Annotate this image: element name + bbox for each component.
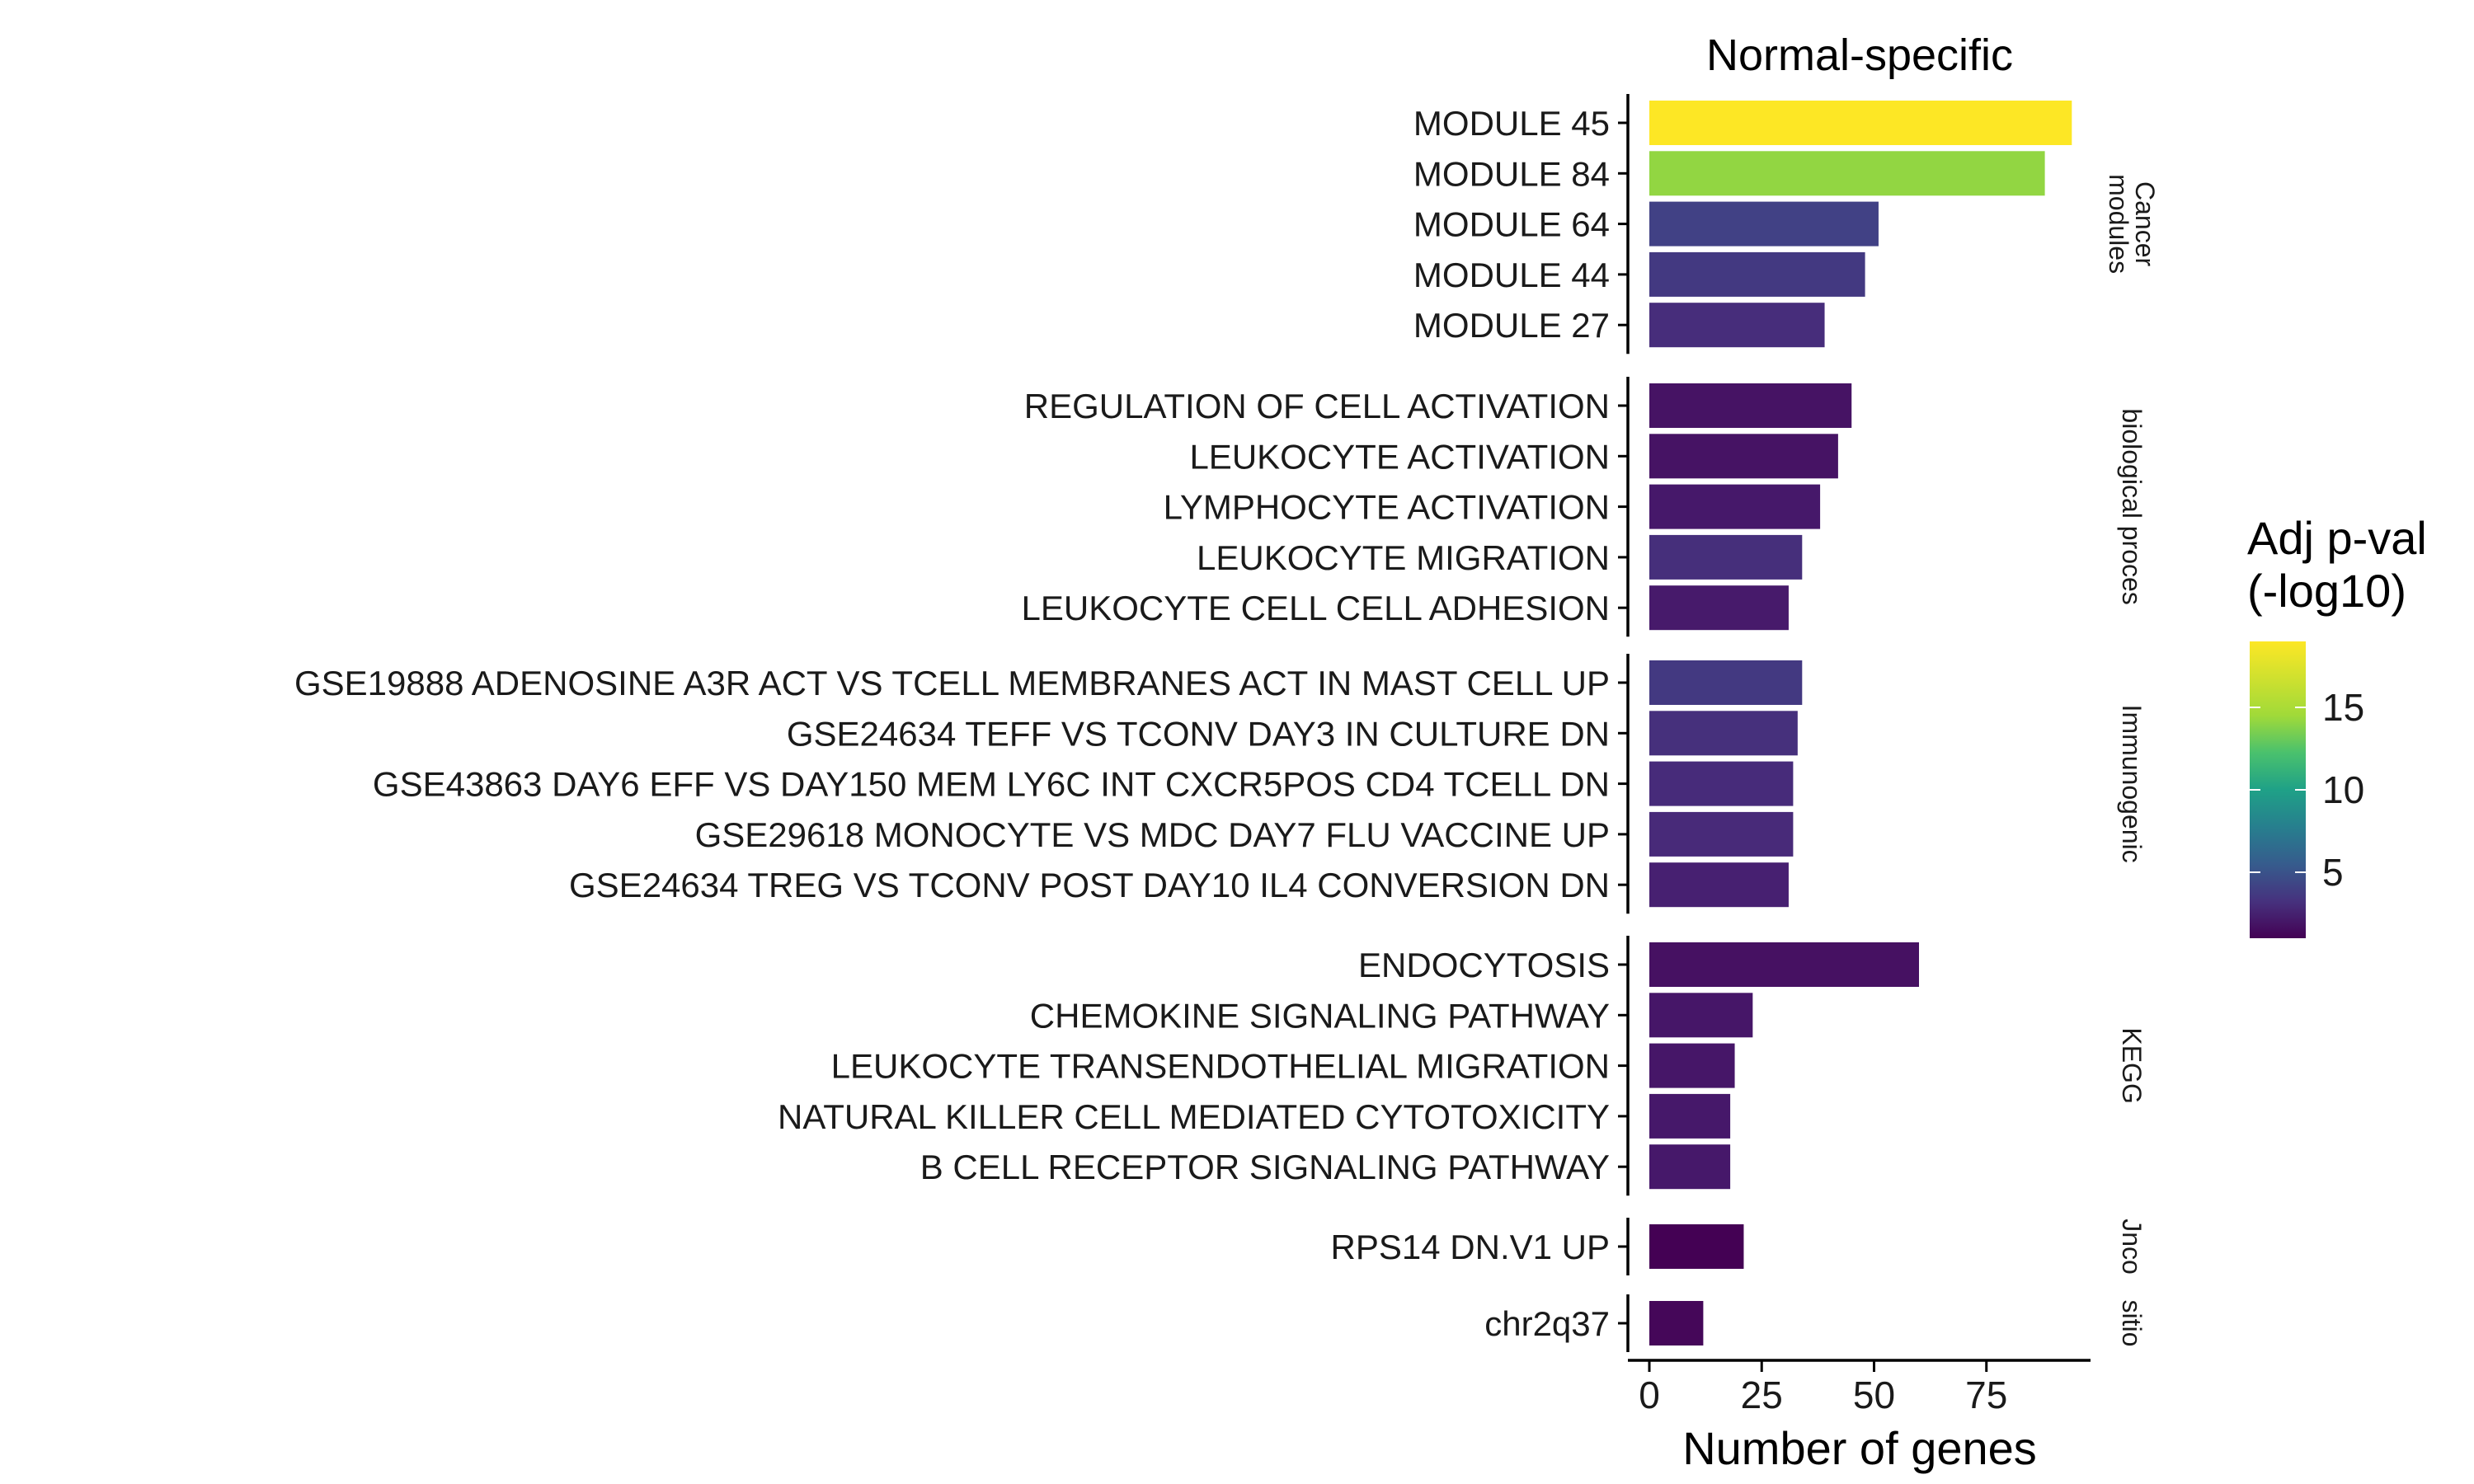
bar	[1649, 101, 2072, 145]
x-tick-label: 50	[1853, 1374, 1895, 1416]
x-axis-title: Number of genes	[1682, 1422, 2037, 1474]
facet-strip-label: KEGG	[2117, 1027, 2147, 1103]
y-tick-label: GSE43863 DAY6 EFF VS DAY150 MEM LY6C INT…	[373, 765, 1610, 804]
x-tick-label: 75	[1965, 1374, 2007, 1416]
colorbar-tick-label: 5	[2322, 851, 2344, 894]
bar	[1649, 761, 1794, 806]
bar	[1649, 383, 1852, 428]
y-tick-label: chr2q37	[1484, 1304, 1610, 1343]
bar	[1649, 1093, 1731, 1139]
y-tick-label: LEUKOCYTE CELL CELL ADHESION	[1022, 589, 1610, 627]
y-tick-label: CHEMOKINE SIGNALING PATHWAY	[1030, 996, 1610, 1035]
bar	[1649, 993, 1753, 1038]
bar	[1649, 201, 1879, 247]
y-tick-label: LEUKOCYTE ACTIVATION	[1189, 437, 1610, 476]
y-tick-label: MODULE 45	[1413, 104, 1610, 143]
facet-strip-label: biological proces	[2117, 408, 2147, 604]
facet-strip-label: sitio	[2117, 1300, 2147, 1347]
y-tick-label: REGULATION OF CELL ACTIVATION	[1024, 387, 1610, 425]
y-tick-label: MODULE 27	[1413, 306, 1610, 345]
bar	[1649, 811, 1794, 857]
panel-title: Normal-specific	[1706, 31, 2013, 80]
legend-title: Adj p-val (-log10)	[2247, 512, 2427, 617]
y-tick-label: MODULE 84	[1413, 154, 1610, 193]
y-tick-label: RPS14 DN.V1 UP	[1331, 1228, 1610, 1266]
bar	[1649, 1224, 1744, 1269]
bar	[1649, 585, 1789, 631]
bar	[1649, 484, 1821, 529]
bar	[1649, 151, 2045, 196]
colorbar-tick-label: 10	[2322, 768, 2364, 811]
y-tick-label: GSE24634 TEFF VS TCONV DAY3 IN CULTURE D…	[787, 714, 1610, 753]
y-tick-label: LYMPHOCYTE ACTIVATION	[1164, 488, 1610, 527]
y-tick-label: GSE29618 MONOCYTE VS MDC DAY7 FLU VACCIN…	[695, 815, 1610, 854]
facet-strip-label: Cancermodules	[2104, 174, 2160, 274]
bar	[1649, 711, 1798, 756]
y-tick-label: LEUKOCYTE MIGRATION	[1197, 538, 1610, 577]
bar	[1649, 1144, 1731, 1190]
bar	[1649, 942, 1919, 987]
y-tick-label: ENDOCYTOSIS	[1358, 946, 1610, 984]
y-tick-label: NATURAL KILLER CELL MEDIATED CYTOTOXICIT…	[778, 1097, 1610, 1136]
bar	[1649, 434, 1838, 479]
y-tick-label: MODULE 64	[1413, 205, 1610, 244]
bar	[1649, 251, 1865, 297]
bar	[1649, 862, 1789, 908]
x-tick-label: 0	[1639, 1374, 1660, 1416]
facet-strip-label: Immunogenic	[2117, 705, 2147, 863]
bar	[1649, 303, 1825, 348]
bar	[1649, 1301, 1704, 1345]
y-tick-label: MODULE 44	[1413, 256, 1610, 294]
facet-strip-label: Jnco	[2117, 1219, 2147, 1275]
y-tick-label: B CELL RECEPTOR SIGNALING PATHWAY	[920, 1148, 1610, 1186]
y-tick-label: LEUKOCYTE TRANSENDOTHELIAL MIGRATION	[831, 1047, 1610, 1086]
y-tick-label: GSE19888 ADENOSINE A3R ACT VS TCELL MEMB…	[294, 664, 1610, 702]
y-tick-label: GSE24634 TREG VS TCONV POST DAY10 IL4 CO…	[569, 866, 1610, 904]
bar	[1649, 534, 1803, 580]
bar	[1649, 660, 1803, 705]
bar	[1649, 1043, 1735, 1088]
x-tick-label: 25	[1741, 1374, 1783, 1416]
colorbar-tick-label: 15	[2322, 686, 2364, 729]
